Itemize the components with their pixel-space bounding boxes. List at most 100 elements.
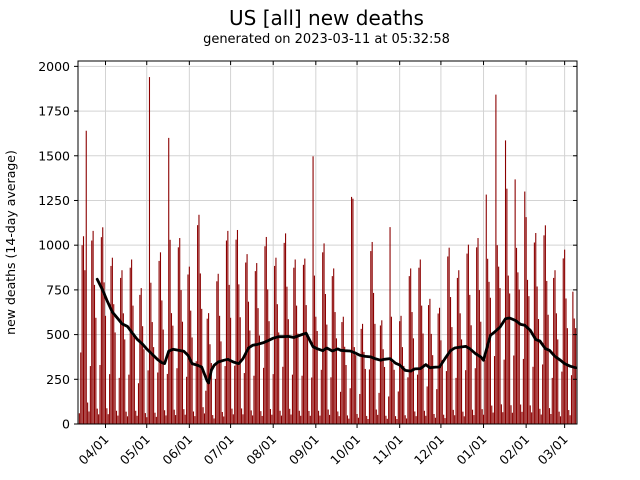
daily-bar	[418, 267, 420, 424]
daily-bar	[528, 296, 530, 424]
daily-bar	[491, 405, 493, 424]
x-tick-label: 08/01	[243, 432, 279, 468]
daily-bar	[148, 77, 151, 424]
daily-bar	[553, 277, 555, 424]
daily-bar	[477, 238, 479, 424]
daily-bar	[397, 391, 399, 424]
daily-bar	[503, 359, 505, 424]
daily-bar	[465, 370, 467, 424]
daily-bar	[451, 327, 453, 424]
daily-bar	[274, 265, 276, 424]
daily-bar	[175, 415, 177, 424]
daily-bar	[357, 417, 359, 424]
daily-bar	[234, 365, 236, 424]
daily-bar	[263, 367, 265, 424]
daily-bar	[416, 374, 419, 424]
daily-bar	[511, 412, 513, 424]
daily-bar	[289, 408, 291, 424]
daily-bar	[473, 415, 475, 424]
daily-bar	[238, 284, 240, 424]
daily-bar	[316, 331, 318, 424]
daily-bar	[241, 408, 243, 424]
daily-bar	[268, 321, 270, 424]
daily-bar	[170, 313, 173, 424]
daily-bar	[433, 413, 435, 424]
daily-bar	[151, 322, 153, 424]
daily-bar	[104, 315, 107, 424]
daily-bar	[429, 298, 431, 424]
daily-bar	[286, 286, 288, 424]
daily-bar	[419, 259, 421, 424]
daily-bar	[333, 268, 335, 424]
daily-bar	[121, 270, 123, 424]
daily-bar	[364, 368, 366, 424]
daily-bar	[507, 275, 509, 424]
daily-bar	[423, 410, 425, 424]
daily-bar	[440, 340, 442, 424]
x-tick-label: 12/01	[411, 432, 447, 468]
daily-bar	[570, 375, 573, 424]
daily-bar	[484, 359, 486, 424]
daily-bar	[279, 410, 281, 424]
daily-bar	[213, 418, 215, 424]
daily-bar	[265, 236, 267, 424]
daily-bar	[498, 266, 500, 424]
daily-bar	[157, 372, 159, 424]
plot-box	[77, 60, 578, 425]
daily-bar	[166, 373, 168, 424]
daily-bar	[82, 236, 85, 424]
daily-bar	[441, 359, 443, 424]
daily-bar	[140, 288, 142, 424]
daily-bar	[209, 344, 211, 424]
daily-bar	[466, 253, 468, 424]
daily-bar	[88, 411, 90, 424]
daily-bar	[144, 413, 146, 424]
daily-bar	[203, 413, 206, 424]
daily-bar	[378, 392, 380, 424]
daily-bar	[548, 408, 551, 424]
daily-bar	[220, 341, 222, 424]
daily-bar	[162, 329, 164, 424]
daily-bar	[197, 225, 199, 424]
daily-bar	[355, 355, 357, 424]
daily-bar	[414, 411, 416, 424]
daily-bar	[195, 361, 197, 424]
daily-bar	[322, 252, 324, 424]
daily-bar	[515, 247, 518, 424]
daily-bar	[481, 409, 483, 424]
daily-bar	[320, 369, 322, 424]
daily-bar	[283, 242, 285, 424]
daily-bar	[407, 377, 409, 424]
daily-bar	[404, 415, 406, 424]
daily-bar	[489, 297, 491, 424]
daily-bar	[307, 333, 309, 424]
daily-bar	[558, 411, 560, 424]
daily-bar	[191, 337, 193, 424]
daily-bar	[368, 369, 370, 424]
daily-bar	[495, 94, 497, 425]
daily-bar	[282, 366, 284, 424]
daily-bar	[393, 369, 395, 424]
daily-bar	[341, 322, 343, 424]
daily-bar	[206, 318, 208, 424]
daily-bar	[422, 333, 424, 424]
daily-bar	[153, 347, 155, 424]
daily-bar	[412, 338, 414, 424]
daily-bar	[95, 317, 97, 424]
daily-bar	[224, 366, 226, 424]
daily-bar	[190, 310, 192, 424]
daily-bar	[324, 294, 326, 424]
daily-bar	[302, 264, 304, 424]
x-tick-label: 07/01	[201, 432, 237, 468]
daily-bar	[313, 275, 315, 424]
daily-bar	[114, 332, 116, 424]
daily-bar	[236, 229, 239, 424]
daily-bar	[154, 412, 156, 424]
daily-bar	[98, 414, 100, 424]
daily-bar	[276, 304, 278, 424]
daily-bar	[389, 227, 391, 424]
daily-bar	[540, 414, 542, 424]
daily-bar	[217, 273, 219, 424]
daily-bar	[183, 409, 185, 424]
